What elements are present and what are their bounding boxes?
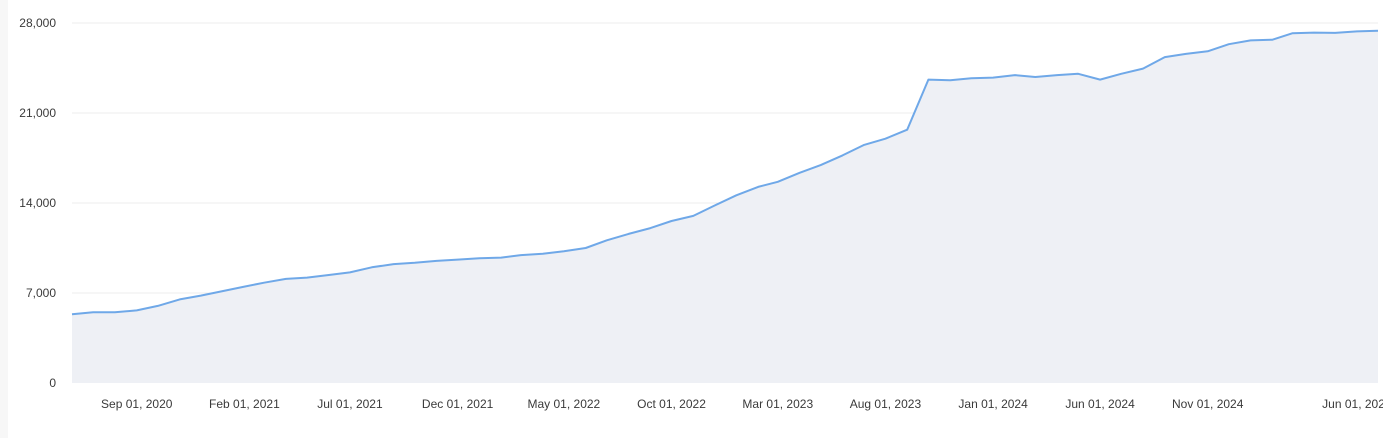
x-tick-label: Feb 01, 2021 xyxy=(209,397,280,411)
y-tick-label: 0 xyxy=(49,376,56,390)
x-tick-label: Jun 01, 2025 xyxy=(1322,397,1383,411)
x-tick-label: May 01, 2022 xyxy=(528,397,601,411)
y-tick-label: 21,000 xyxy=(19,106,56,120)
x-tick-label: Mar 01, 2023 xyxy=(742,397,813,411)
x-tick-label: Sep 01, 2020 xyxy=(101,397,173,411)
series-line xyxy=(71,29,1379,316)
x-tick-label: Aug 01, 2023 xyxy=(850,397,922,411)
y-tick-label: 14,000 xyxy=(19,196,56,210)
x-tick-label: Jul 01, 2021 xyxy=(317,397,383,411)
x-tick-label: Nov 01, 2024 xyxy=(1172,397,1244,411)
y-tick-label: 28,000 xyxy=(19,16,56,30)
series-area-fill xyxy=(72,30,1378,383)
x-tick-label: Oct 01, 2022 xyxy=(637,397,706,411)
x-tick-label: Dec 01, 2021 xyxy=(422,397,494,411)
left-margin-strip xyxy=(0,0,8,438)
x-tick-label: Jan 01, 2024 xyxy=(958,397,1028,411)
x-tick-label: Jun 01, 2024 xyxy=(1065,397,1135,411)
y-tick-label: 7,000 xyxy=(26,286,56,300)
